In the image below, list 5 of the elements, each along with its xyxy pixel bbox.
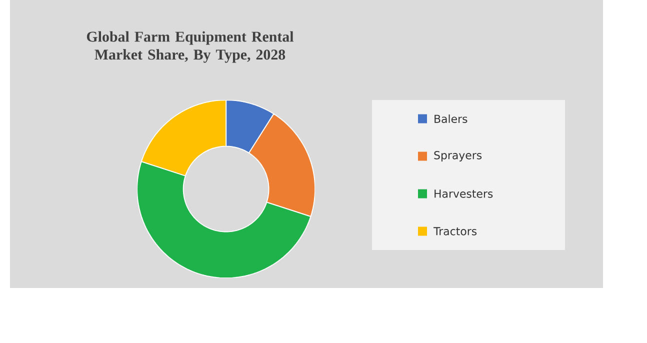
legend-label: Tractors (433, 227, 477, 236)
legend-label: Sprayers (434, 151, 482, 162)
chart-title: Global Farm Equipment Rental Market Share, By Type, 2028 (86, 31, 294, 63)
legend-label: Balers (434, 114, 468, 123)
legend-label: Harvesters (434, 190, 493, 198)
